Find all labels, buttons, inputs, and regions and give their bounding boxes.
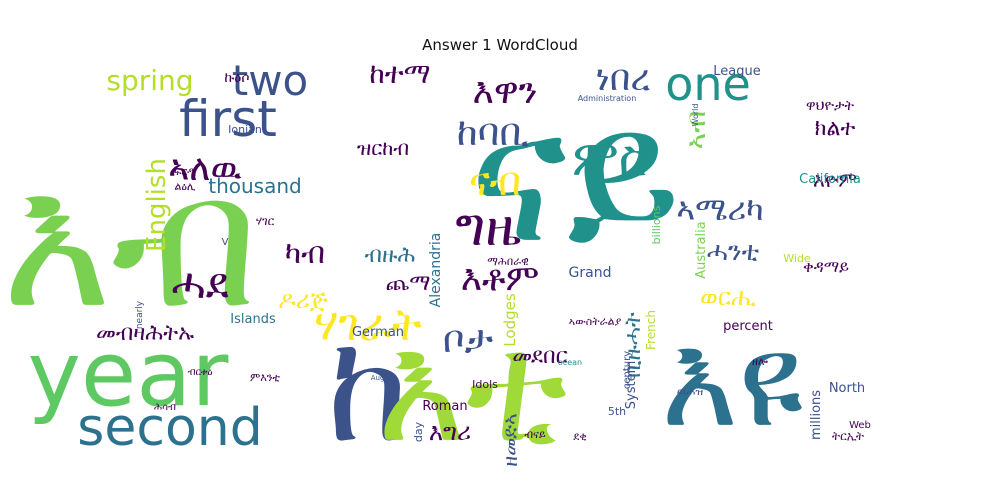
word-48: Grand [569,265,612,281]
word-17: ነበረ [595,58,650,99]
word-11: ግዜ [455,198,520,258]
word-5: እዩ [661,304,803,456]
word-23: ከተማ [369,57,430,90]
word-69: August [371,374,396,382]
word-31: ዝርከብ [357,136,409,160]
word-2: year [28,322,229,427]
word-35: ሓንቲ [707,237,760,267]
word-64: Web [849,420,871,431]
word-60: Ionian [228,123,262,136]
word-55: millions [809,390,824,440]
word-68: ocean [558,358,582,367]
word-21: እቶም [461,258,540,299]
word-44: California [799,172,861,187]
word-24: English [142,158,172,252]
word-42: ዋህዮታት [806,98,854,114]
word-36: እዮም [813,168,857,192]
word-79: ደቂ [573,430,586,443]
word-57: billions [650,205,663,244]
word-78: ብናይ [524,428,546,441]
word-19: ኣሜሪካ [676,190,763,228]
word-77: ኣውስትራልያ [569,315,622,328]
word-76: ማሕበራዊ [487,255,529,268]
word-71: ዉሐዝ [677,385,703,398]
word-62: 5th [608,405,626,418]
word-81: ሕሳብ [154,402,176,413]
word-9: two [232,56,309,105]
word-50: Islands [230,312,276,327]
word-72: ሃገር [256,214,275,228]
word-53: percent [723,319,773,334]
word-6: second [77,398,262,458]
word-46: Alexandria [428,233,444,308]
word-28: ጨማ [386,271,431,296]
word-70: V [222,237,229,248]
word-43: League [713,64,760,79]
word-26: ካብ [285,236,325,271]
word-49: German [352,325,404,340]
word-14: ናብ [469,159,521,205]
word-74: ልዕሊ [175,180,196,193]
word-45: Australia [694,221,709,279]
word-0: እብ [2,133,259,349]
word-7: first [179,90,277,148]
word-27: ብዙሕ [365,243,416,268]
word-41: ቀዳማይ [803,257,849,276]
word-52: System [624,361,639,409]
word-33: እግሪ [429,418,471,446]
word-18: እዋን [473,71,538,112]
word-61: Wide [783,252,811,265]
word-1: ናይ [469,68,681,284]
chart-title: Answer 1 WordCloud [422,36,578,54]
word-8: one [665,57,751,111]
word-30: መብዛሕትኡ [96,321,194,346]
word-47: Lodges [501,293,519,347]
word-65: World [691,104,700,127]
word-80: ምእንቲ [250,371,281,384]
word-59: Idols [472,378,498,391]
word-51: Roman [422,399,467,414]
word-34: ወርሒ [700,283,756,311]
word-20: ቦታ [443,317,494,361]
word-38: ኣብ [679,111,712,150]
word-25: thousand [208,174,301,198]
word-82: ትርኢት [832,429,864,443]
word-12: ሃገራት [314,298,421,351]
word-16: ኣለዉ [168,148,241,189]
word-22: spring [106,64,193,97]
word-63: day [412,421,425,442]
word-83: ብርቱዕ [188,367,213,378]
word-32: መደበር [512,344,568,369]
word-15: ከባቢ [457,110,530,154]
word-66: Administration [578,94,637,103]
word-4: እቲ [377,302,567,476]
word-37: ክልተ [815,116,856,141]
word-84: ዘሎ [752,355,768,368]
word-3: ከ [327,302,410,476]
word-10: ምስ [572,129,648,187]
word-39: ዘመድኣ [498,413,522,467]
word-56: French [644,310,658,350]
word-54: North [829,381,865,396]
word-75: ኩዕሶ [224,70,249,86]
word-73: ፍርዲ [174,165,196,178]
word-40: ቢዙሓት [621,312,646,378]
word-29: ዶሪጅ [278,286,328,314]
word-67: nearly [135,300,145,329]
word-13: ሓደ [171,259,228,308]
word-58: century [622,351,633,389]
